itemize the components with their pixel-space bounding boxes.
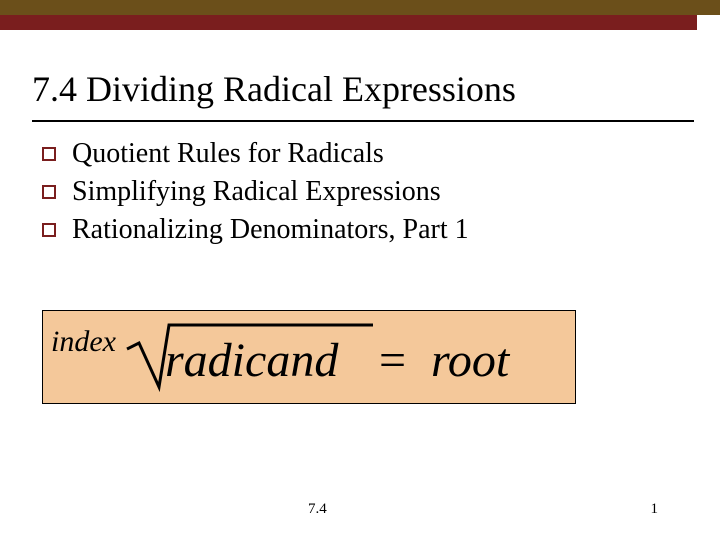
top-decor-bar-1 <box>0 0 720 15</box>
bullet-text: Quotient Rules for Radicals <box>72 138 384 170</box>
list-item: Rationalizing Denominators, Part 1 <box>42 214 720 246</box>
list-item: Simplifying Radical Expressions <box>42 176 720 208</box>
bullet-list: Quotient Rules for Radicals Simplifying … <box>42 138 720 246</box>
footer-page-number: 1 <box>651 501 659 518</box>
formula-root: root <box>431 333 509 388</box>
square-bullet-icon <box>42 185 56 199</box>
formula-content: index radicand = root <box>43 311 575 403</box>
formula-equals: = <box>379 333 406 388</box>
bullet-text: Rationalizing Denominators, Part 1 <box>72 214 469 246</box>
top-decor-bar-2 <box>0 15 697 30</box>
formula-index: index <box>51 325 116 359</box>
bullet-text: Simplifying Radical Expressions <box>72 176 441 208</box>
square-bullet-icon <box>42 147 56 161</box>
footer-section-number: 7.4 <box>308 501 327 518</box>
title-underline <box>32 120 694 122</box>
list-item: Quotient Rules for Radicals <box>42 138 720 170</box>
slide-title: 7.4 Dividing Radical Expressions <box>32 68 720 110</box>
formula-box: index radicand = root <box>42 310 576 404</box>
formula-radicand: radicand <box>165 333 338 388</box>
square-bullet-icon <box>42 223 56 237</box>
